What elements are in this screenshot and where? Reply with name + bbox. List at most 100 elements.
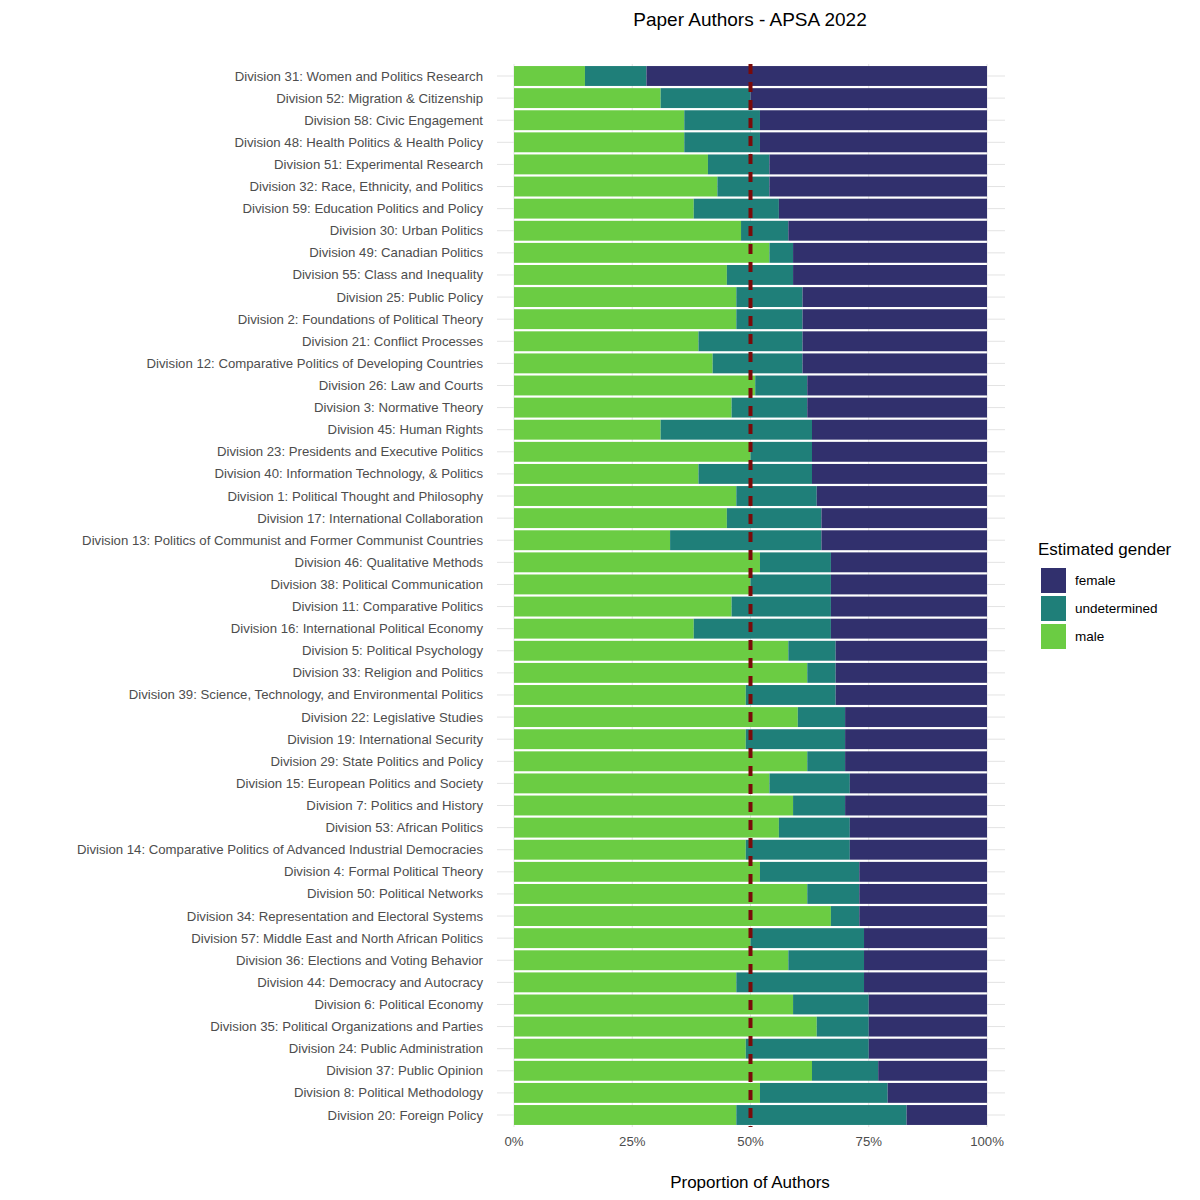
bar-segment (514, 663, 807, 683)
bar-segment (514, 1039, 746, 1059)
bar-segment (788, 641, 835, 661)
bar-segment (514, 773, 769, 793)
category-label: Division 20: Foreign Policy (328, 1108, 484, 1123)
bar-segment (514, 1017, 817, 1037)
category-label: Division 39: Science, Technology, and En… (129, 687, 484, 702)
bar-segment (751, 88, 988, 108)
bar-segment (769, 154, 987, 174)
bar-segment (514, 331, 698, 351)
bar-segment (850, 818, 987, 838)
bar-segment (850, 773, 987, 793)
bar-segment (751, 442, 812, 462)
bar-segment (514, 972, 736, 992)
bar-segment (812, 1061, 878, 1081)
category-label: Division 34: Representation and Electora… (187, 909, 484, 924)
category-label: Division 45: Human Rights (328, 422, 484, 437)
bar-segment (514, 574, 751, 594)
bars (514, 64, 987, 1127)
category-label: Division 57: Middle East and North Afric… (191, 931, 483, 946)
bar-segment (727, 508, 822, 528)
bar-segment (850, 840, 987, 860)
bar-segment (793, 243, 987, 263)
bar-segment (514, 530, 670, 550)
bar-segment (514, 265, 727, 285)
bar-segment (727, 265, 793, 285)
bar-segment (864, 950, 987, 970)
tick-label: 75% (856, 1134, 883, 1149)
bar-segment (769, 243, 793, 263)
legend-swatch (1041, 624, 1066, 649)
legend: Estimated genderfemaleundeterminedmale (1038, 540, 1172, 649)
category-label: Division 16: International Political Eco… (231, 621, 484, 636)
bar-segment (755, 376, 807, 396)
bar-segment (788, 221, 987, 241)
bar-segment (845, 796, 987, 816)
bar-segment (836, 685, 987, 705)
bar-segment (760, 1083, 888, 1103)
category-label: Division 6: Political Economy (314, 997, 483, 1012)
bar-segment (514, 353, 713, 373)
category-label: Division 36: Elections and Voting Behavi… (236, 953, 484, 968)
category-label: Division 35: Political Organizations and… (210, 1019, 483, 1034)
bar-segment (514, 641, 788, 661)
category-label: Division 4: Formal Political Theory (284, 864, 484, 879)
bar-segment (845, 751, 987, 771)
bar-segment (698, 464, 812, 484)
bar-segment (514, 243, 769, 263)
category-label: Division 23: Presidents and Executive Po… (217, 444, 483, 459)
chart: Paper Authors - APSA 2022Division 31: Wo… (0, 0, 1200, 1200)
bar-segment (812, 464, 987, 484)
bar-segment (845, 729, 987, 749)
tick-label: 100% (970, 1134, 1004, 1149)
category-label: Division 2: Foundations of Political The… (238, 312, 484, 327)
category-label: Division 5: Political Psychology (302, 643, 483, 658)
category-label: Division 15: European Politics and Socie… (236, 776, 483, 791)
category-label: Division 37: Public Opinion (326, 1063, 483, 1078)
bar-segment (751, 574, 831, 594)
bar-segment (514, 464, 698, 484)
bar-segment (732, 398, 808, 418)
bar-segment (869, 995, 987, 1015)
category-label: Division 8: Political Methodology (294, 1085, 484, 1100)
bar-segment (514, 1083, 760, 1103)
bar-segment (869, 1017, 987, 1037)
x-axis-labels: 0%25%50%75%100% (504, 1134, 1004, 1149)
bar-segment (514, 398, 732, 418)
category-label: Division 55: Class and Inequality (292, 267, 483, 282)
bar-segment (736, 1105, 906, 1125)
bar-segment (514, 420, 661, 440)
category-label: Division 25: Public Policy (336, 290, 483, 305)
category-label: Division 29: State Politics and Policy (270, 754, 483, 769)
bar-segment (694, 199, 779, 219)
bar-segment (514, 862, 760, 882)
bar-segment (831, 619, 987, 639)
category-label: Division 51: Experimental Research (274, 157, 483, 172)
bar-segment (514, 928, 751, 948)
category-label: Division 21: Conflict Processes (302, 334, 483, 349)
bar-segment (760, 110, 987, 130)
bar-segment (793, 995, 869, 1015)
bar-segment (514, 906, 831, 926)
bar-segment (514, 1105, 736, 1125)
bar-segment (514, 884, 807, 904)
bar-segment (760, 132, 987, 152)
bar-segment (807, 398, 987, 418)
category-label: Division 38: Political Communication (270, 577, 483, 592)
bar-segment (803, 353, 987, 373)
bar-segment (793, 796, 845, 816)
bar-segment (514, 287, 736, 307)
bar-segment (821, 508, 987, 528)
grid (497, 64, 1005, 1127)
tick-label: 0% (504, 1134, 523, 1149)
bar-segment (803, 287, 987, 307)
bar-segment (817, 1017, 869, 1037)
bar-segment (514, 88, 661, 108)
bar-segment (836, 641, 987, 661)
bar-segment (514, 177, 717, 197)
bar-segment (746, 840, 850, 860)
bar-segment (694, 619, 831, 639)
bar-segment (514, 154, 708, 174)
category-label: Division 53: African Politics (325, 820, 483, 835)
bar-segment (845, 707, 987, 727)
bar-segment (769, 177, 987, 197)
